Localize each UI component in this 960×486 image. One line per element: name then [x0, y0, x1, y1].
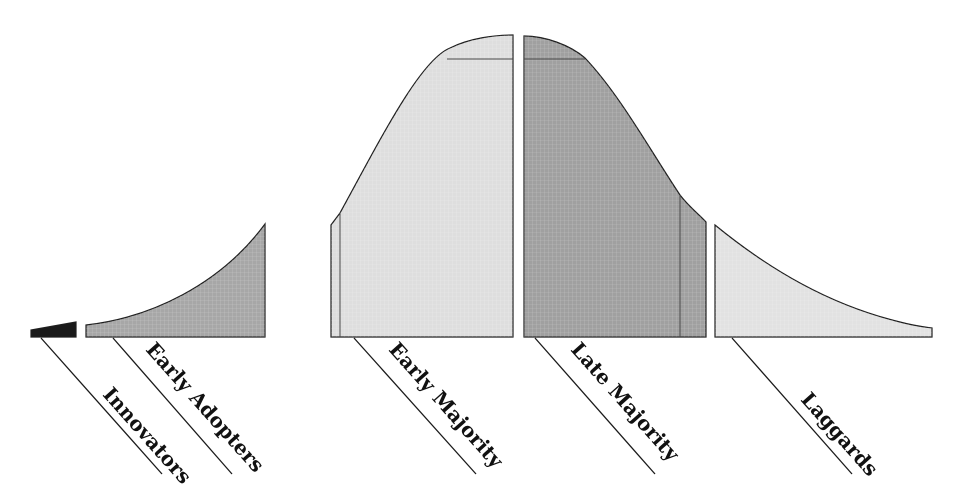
label-early-majority: Early Majority	[384, 337, 509, 473]
segment-innovators	[30, 321, 77, 338]
leader-line-late-majority	[534, 337, 656, 475]
label-late-majority: Late Majority	[566, 337, 685, 466]
leader-line-early-adopters	[112, 337, 233, 475]
label-laggards: Laggards	[796, 387, 883, 480]
leader-line-laggards	[731, 337, 853, 475]
leader-line-early-majority	[353, 337, 477, 475]
leader-line-innovators	[40, 337, 163, 475]
